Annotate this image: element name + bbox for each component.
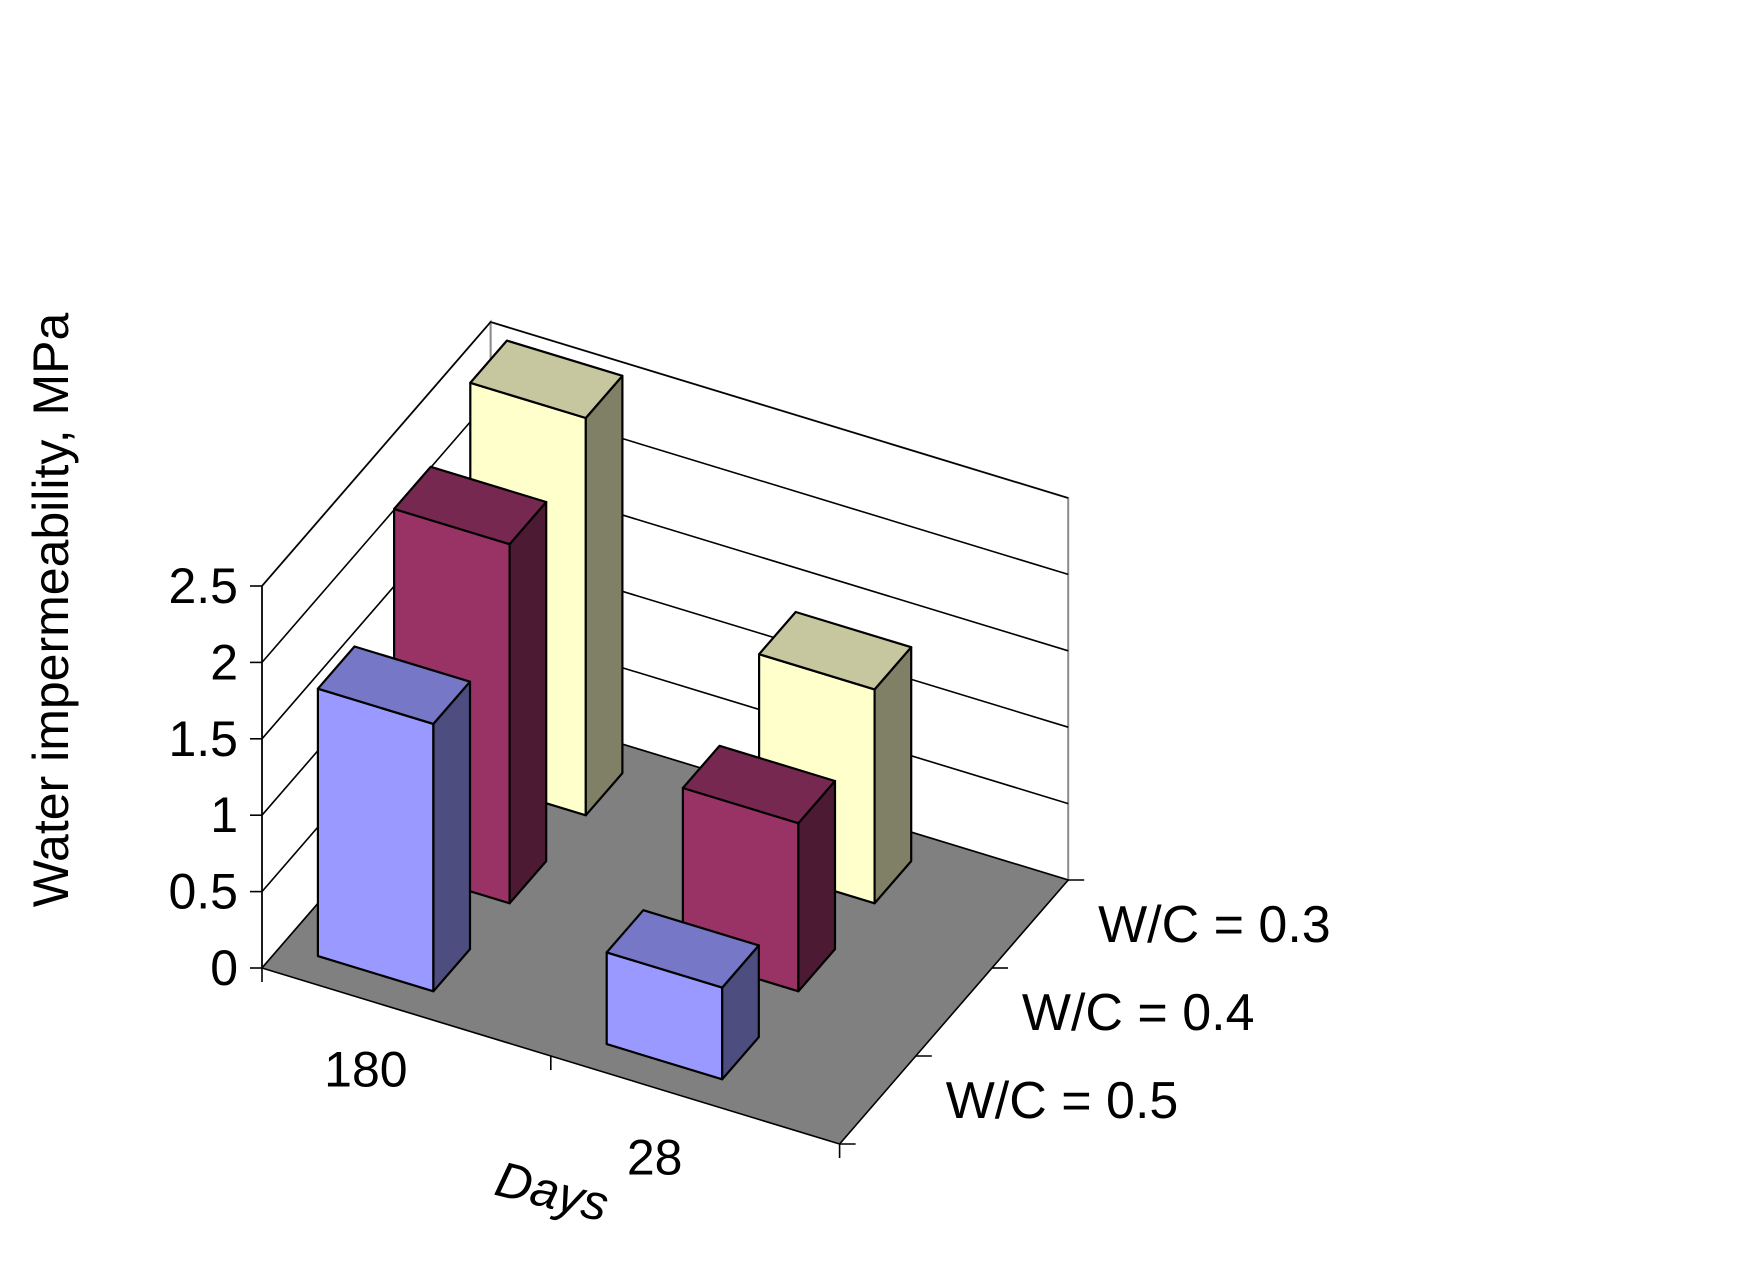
y-tick-label: 2.5 — [168, 558, 238, 614]
bar-top — [469, 339, 624, 420]
bar-front — [316, 687, 435, 993]
bar-top — [605, 909, 760, 989]
y-tick-label: 0.5 — [168, 864, 238, 920]
y-tick-label: 0 — [210, 940, 238, 996]
gridline — [261, 321, 1069, 587]
bar-top — [757, 610, 913, 691]
bar-top — [393, 465, 548, 546]
bar — [605, 909, 760, 1081]
y-tick-labels: 0 0.5 1 1.5 2 2.5 — [168, 558, 238, 996]
series-label: W/C = 0.4 — [1022, 984, 1255, 1042]
bar-side — [873, 646, 913, 905]
bar — [316, 645, 472, 993]
bar — [681, 744, 837, 993]
bar-side — [432, 680, 472, 993]
bar-side — [584, 374, 624, 817]
x-tick-label: 180 — [324, 1042, 407, 1098]
y-tick-label: 1.5 — [168, 711, 238, 767]
bar-top — [681, 744, 837, 825]
series-label: W/C = 0.5 — [946, 1072, 1179, 1130]
y-tick-label: 2 — [210, 634, 238, 690]
y-axis-title: Water impermeability, MPa — [23, 313, 79, 908]
series-labels: W/C = 0.5 W/C = 0.4 W/C = 0.3 — [946, 896, 1331, 1130]
bars — [316, 339, 913, 1081]
bar-top — [316, 645, 472, 726]
y-tick-label: 1 — [210, 787, 238, 843]
bar-side — [508, 500, 548, 905]
x-tick-labels: 180 28 — [324, 1042, 682, 1186]
series-label: W/C = 0.3 — [1098, 896, 1331, 954]
x-axis-title: Days — [490, 1151, 614, 1233]
x-tick-label: 28 — [627, 1130, 683, 1186]
